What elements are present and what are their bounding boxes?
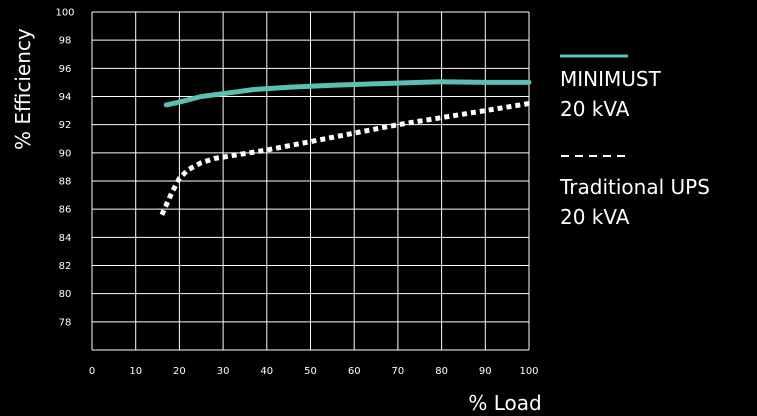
y-tick-labels: 78 80 82 84 86 88 90 92 94 96 98 100: [55, 8, 74, 329]
y-tick-label: 100: [55, 8, 74, 19]
x-tick-label: 20: [173, 366, 186, 377]
y-tick-label: 88: [59, 177, 72, 188]
x-tick-label: 70: [392, 366, 405, 377]
x-tick-label: 30: [217, 366, 230, 377]
legend-label-traditional-ups: Traditional UPS: [559, 175, 710, 199]
x-tick-label: 10: [129, 366, 142, 377]
x-tick-label: 80: [435, 366, 448, 377]
legend: MINIMUST 20 kVA Traditional UPS 20 kVA: [559, 54, 710, 229]
x-axis-label: % Load: [468, 391, 541, 415]
y-tick-label: 94: [59, 92, 72, 103]
y-tick-label: 78: [59, 317, 72, 328]
y-tick-label: 96: [59, 64, 72, 75]
y-tick-label: 98: [59, 36, 72, 47]
y-tick-label: 84: [59, 233, 72, 244]
legend-label-traditional-ups: 20 kVA: [560, 205, 630, 229]
y-axis-label: % Efficiency: [11, 28, 35, 150]
y-tick-label: 82: [59, 261, 72, 272]
x-tick-label: 100: [519, 366, 538, 377]
legend-label-minimust: 20 kVA: [560, 97, 630, 121]
x-tick-label: 90: [479, 366, 492, 377]
x-tick-label: 50: [304, 366, 317, 377]
x-tick-label: 40: [260, 366, 273, 377]
y-tick-label: 86: [59, 205, 72, 216]
x-tick-labels: 0 10 20 30 40 50 60 70 80 90 100: [89, 366, 539, 377]
chart-grid: [91, 11, 530, 351]
x-tick-label: 0: [89, 366, 95, 377]
series-lines: [159, 79, 532, 216]
series-line-minimust: [163, 79, 532, 108]
y-tick-label: 80: [59, 289, 72, 300]
series-line-traditional-ups: [159, 101, 530, 216]
y-tick-label: 92: [59, 120, 72, 131]
y-tick-label: 90: [59, 148, 72, 159]
x-tick-label: 60: [348, 366, 361, 377]
legend-label-minimust: MINIMUST: [560, 67, 662, 91]
